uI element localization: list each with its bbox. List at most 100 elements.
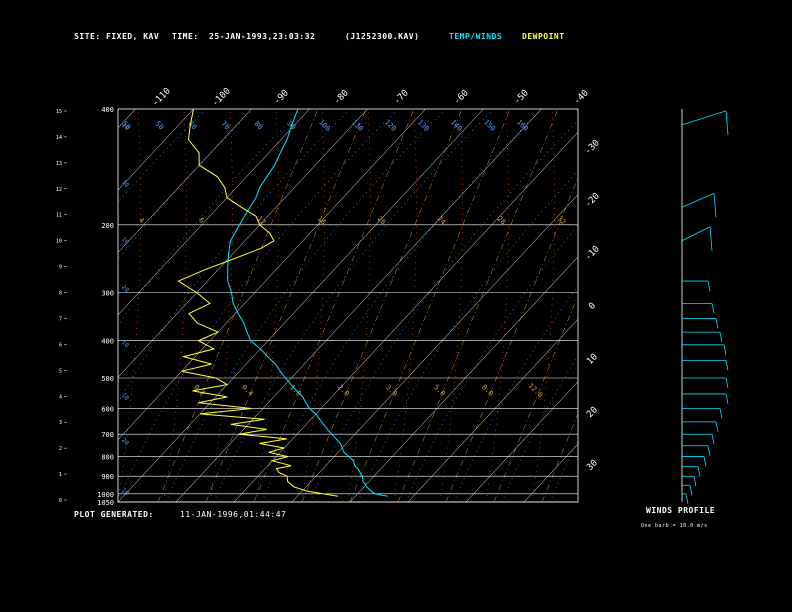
height-tick: 7 <box>59 316 62 322</box>
moist-label: 10 <box>120 122 130 132</box>
pressure-label: 1050 <box>97 499 114 507</box>
mixing-ratio-label: 8.0 <box>480 383 495 398</box>
wind-barb-flag <box>723 344 727 355</box>
time-value: 25-JAN-1993,23:03:32 <box>209 32 316 41</box>
theta-label: 110 <box>350 118 365 133</box>
right-temp-label: 0 <box>587 301 598 312</box>
moist-adiabat <box>261 111 540 502</box>
dry-adiabat <box>0 112 2 502</box>
dry-adiabat <box>209 111 233 502</box>
wind-barb-flag <box>685 493 689 504</box>
height-tick: 10 <box>56 239 62 245</box>
wind-barb-flag <box>719 408 723 419</box>
wind-barb-flag <box>715 318 719 329</box>
height-tick: 0 <box>59 498 62 504</box>
moist-label: 10 <box>120 236 130 246</box>
height-tick: 4 <box>59 394 62 400</box>
top-temp-label: -100 <box>210 86 232 108</box>
wind-barb-flag <box>693 476 697 487</box>
mixing-ratio-line <box>590 109 750 502</box>
wind-barb <box>681 226 711 242</box>
height-tick: 14 <box>56 135 62 141</box>
wind-barb-flag <box>725 110 729 135</box>
height-tick: 3 <box>59 420 62 426</box>
height-tick: 9 <box>59 265 62 271</box>
moist-adiabat <box>213 111 492 502</box>
right-temp-label: 30 <box>585 458 600 473</box>
isotherm <box>756 109 792 502</box>
isotherm <box>118 109 368 378</box>
isotherm <box>118 109 252 253</box>
wind-barb-flag <box>719 332 723 343</box>
mixing-ratio-label: 24 <box>436 215 448 227</box>
height-tick: 8 <box>59 291 62 297</box>
plot-generated-label: PLOT GENERATED: <box>74 510 154 519</box>
theta-label: 80 <box>253 120 265 132</box>
top-temp-label: -70 <box>392 88 411 107</box>
isotherm <box>118 109 194 191</box>
isotherm <box>118 109 484 502</box>
dry-adiabat <box>72 112 94 502</box>
mixing-ratio-label: 12 <box>256 215 268 227</box>
mixing-ratio-label: 12.0 <box>527 382 545 400</box>
pressure-label: 500 <box>101 375 114 383</box>
pressure-label: 300 <box>101 290 114 298</box>
mixing-ratio-line <box>301 109 463 502</box>
height-tick: 5 <box>59 368 62 374</box>
moist-adiabat <box>118 111 300 327</box>
site-value: FIXED, KAV <box>106 32 160 41</box>
isotherm <box>118 109 426 441</box>
moist-label: 10 <box>120 392 130 402</box>
height-tick: 15 <box>56 109 62 115</box>
pressure-label: 800 <box>101 454 114 462</box>
isotherm <box>175 109 542 502</box>
top-temp-label: -50 <box>512 88 531 107</box>
pressure-label: 700 <box>101 431 114 439</box>
mixing-ratio-line <box>349 109 511 502</box>
theta-label: 120 <box>383 118 398 133</box>
mixing-ratio-label: 32 <box>556 215 568 227</box>
wind-barb-flag <box>711 303 715 314</box>
dry-adiabat <box>118 111 141 502</box>
dry-adiabat <box>347 111 371 502</box>
theta-label: 60 <box>187 120 199 132</box>
wind-barb <box>681 110 727 126</box>
pressure-label: 400 <box>101 338 114 346</box>
wind-barb-flag <box>697 466 701 477</box>
mixing-ratio-line <box>157 109 319 502</box>
mixing-ratio-line <box>493 295 578 502</box>
mixing-ratio-line <box>541 412 578 502</box>
legend-temp-winds: TEMP/WINDS <box>449 32 503 41</box>
height-tick: 2 <box>59 446 62 452</box>
moist-label: 10 <box>120 179 130 189</box>
top-temp-label: -90 <box>272 88 291 107</box>
mixing-ratio-label: 16 <box>316 215 328 227</box>
mixing-ratio-line <box>445 177 578 502</box>
wind-barb-flag <box>703 456 707 467</box>
moist-label: 10 <box>120 487 130 497</box>
wind-barb-flag <box>715 421 719 432</box>
winds-profile-title: WINDS PROFILE <box>646 506 716 515</box>
mixing-ratio-label: 6 <box>197 216 206 225</box>
height-tick: 12 <box>56 187 62 193</box>
dry-adiabat <box>485 111 509 502</box>
wind-barb-flag <box>689 485 693 496</box>
dry-adiabat <box>301 111 325 502</box>
theta-label: 140 <box>449 118 464 133</box>
time-label: TIME: <box>172 32 199 41</box>
mixing-ratio-label: 5.0 <box>432 383 447 398</box>
pressure-label: 200 <box>101 222 114 230</box>
theta-label: 100 <box>317 118 332 133</box>
plot-frame <box>117 108 579 503</box>
isotherm <box>349 256 578 502</box>
top-temp-label: -80 <box>332 88 351 107</box>
mixing-ratio-label: 28 <box>496 215 508 227</box>
isotherm <box>0 109 19 502</box>
isotherm <box>407 318 578 502</box>
mixing-ratio-line <box>205 109 367 502</box>
dry-adiabat <box>624 112 646 502</box>
wind-barb-flag <box>725 360 729 371</box>
moist-adiabat <box>549 439 578 502</box>
height-tick: 11 <box>56 213 62 219</box>
pressure-label: 1000 <box>97 491 114 499</box>
